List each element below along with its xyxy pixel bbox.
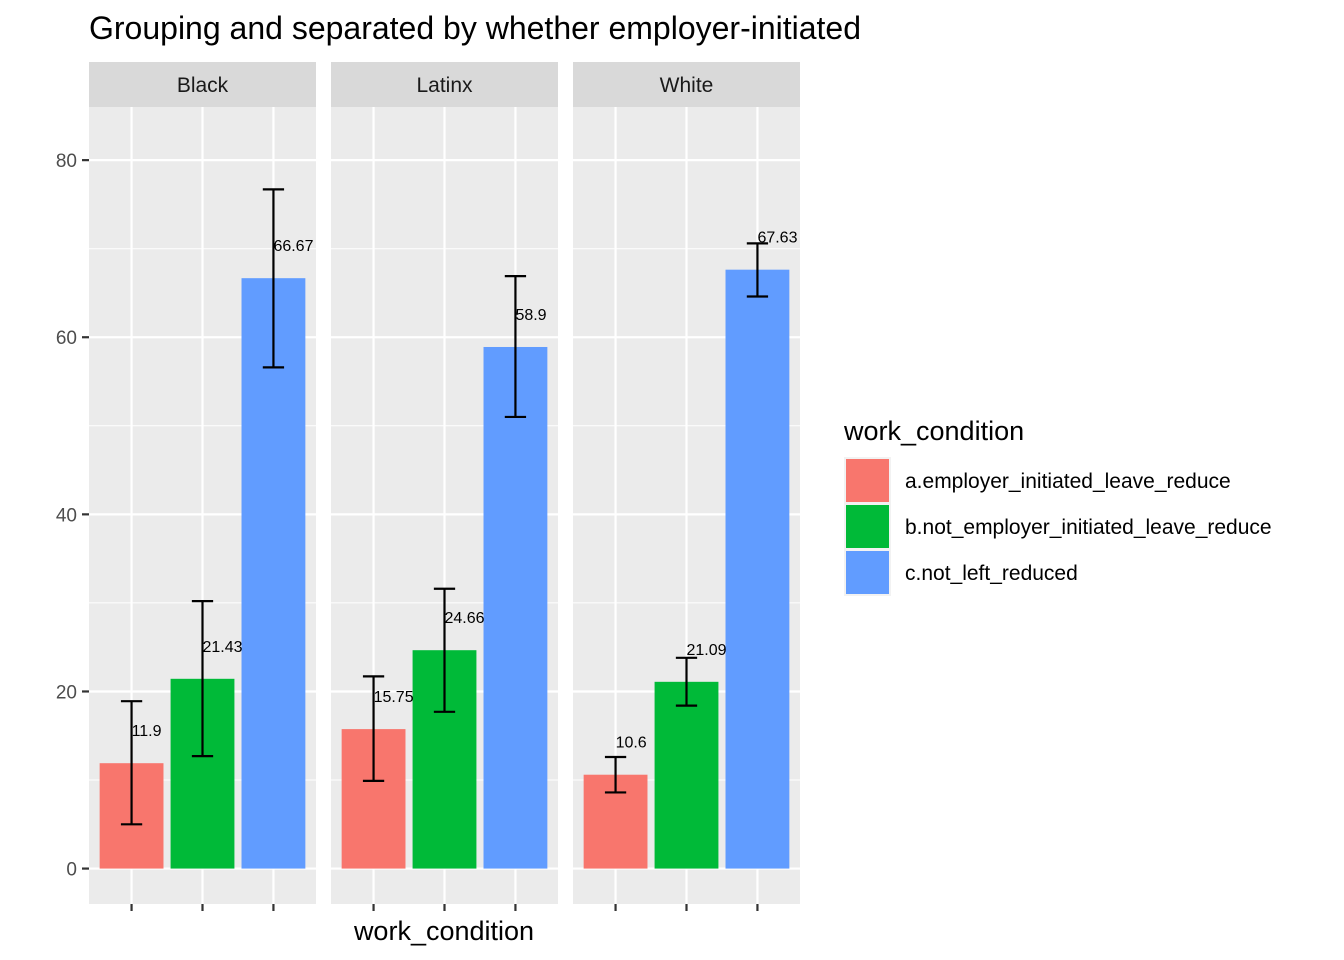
data-label: 15.75	[374, 689, 414, 706]
legend-item: a.employer_initiated_leave_reduce	[844, 457, 1231, 504]
y-tick-label: 0	[66, 860, 77, 881]
data-label: 66.67	[273, 238, 313, 255]
error-bar	[120, 700, 143, 826]
data-label: 21.43	[203, 639, 243, 656]
facet-strip-label: Latinx	[416, 74, 473, 97]
facet-strip-label: White	[660, 74, 714, 97]
facet-panels: Black 11.9 21.43 66.67 Latinx 15.75 24.66 58.9 W…	[89, 62, 800, 911]
error-bar	[262, 188, 285, 369]
legend-label: a.employer_initiated_leave_reduce	[905, 470, 1231, 493]
error-bar	[746, 242, 769, 298]
facet-strip-label: Black	[177, 74, 229, 97]
data-label: 21.09	[687, 642, 727, 659]
legend-item: c.not_left_reduced	[844, 549, 1078, 596]
bar-white-3	[725, 269, 790, 869]
y-tick-label: 20	[56, 682, 77, 703]
data-label: 24.66	[445, 610, 485, 627]
facet-panel-white: White 10.6 21.09 67.63	[573, 62, 800, 911]
y-axis: 0 20 40 60 80	[56, 151, 89, 881]
legend-title: work_condition	[843, 416, 1024, 446]
facet-strip	[89, 62, 316, 107]
legend-key-swatch	[846, 505, 889, 548]
legend: work_condition a.employer_initiated_leav…	[843, 416, 1272, 596]
bar-latinx-3	[483, 346, 548, 869]
legend-item: b.not_employer_initiated_leave_reduce	[844, 503, 1272, 550]
data-label: 11.9	[132, 723, 162, 740]
legend-label: b.not_employer_initiated_leave_reduce	[905, 516, 1272, 539]
legend-label: c.not_left_reduced	[905, 562, 1078, 585]
facet-strip	[573, 62, 800, 107]
legend-key-swatch	[846, 551, 889, 594]
data-labels: 11.9 21.43 66.67	[132, 238, 314, 740]
y-tick-label: 80	[56, 151, 77, 172]
error-bar	[433, 587, 456, 713]
data-label: 10.6	[616, 735, 647, 752]
data-labels: 15.75 24.66 58.9	[374, 307, 547, 706]
facet-panel-latinx: Latinx 15.75 24.66 58.9	[331, 62, 558, 911]
data-labels: 10.6 21.09 67.63	[616, 230, 798, 752]
error-bar	[362, 675, 385, 783]
error-bar	[504, 275, 527, 419]
facet-strip	[331, 62, 558, 107]
error-bar	[675, 656, 698, 707]
data-label: 58.9	[515, 307, 546, 324]
error-bar	[191, 600, 214, 758]
legend-key-swatch	[846, 459, 889, 502]
data-label: 67.63	[757, 230, 797, 247]
x-axis-title: work_condition	[353, 916, 534, 946]
chart-title: Grouping and separated by whether employ…	[89, 10, 861, 46]
y-tick-label: 60	[56, 328, 77, 349]
y-tick-label: 40	[56, 505, 77, 526]
error-bar	[604, 755, 627, 794]
bar-black-3	[241, 278, 306, 869]
bar-white-2	[654, 681, 719, 869]
facet-panel-black: Black 11.9 21.43 66.67	[89, 62, 316, 911]
